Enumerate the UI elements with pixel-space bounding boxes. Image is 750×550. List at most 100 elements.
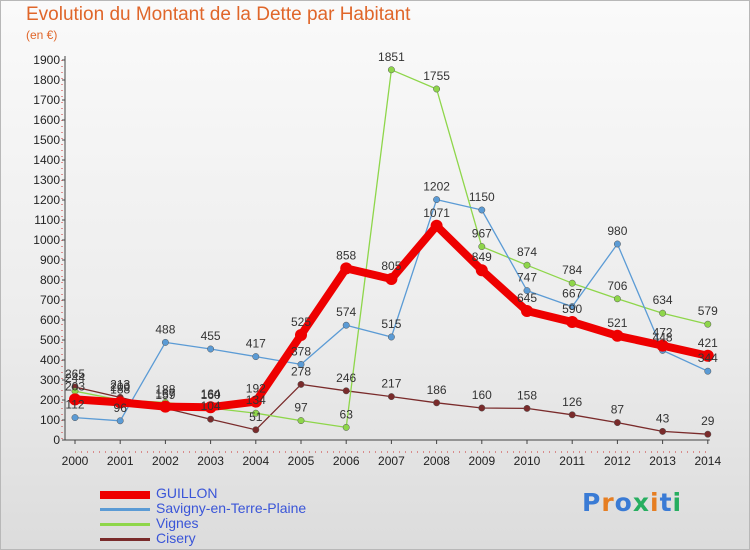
data-label-savigny-en-terre-plaine: 417 [246,337,266,351]
x-tick-label: 2008 [423,454,450,468]
data-point-cisery [659,427,667,435]
data-point-vignes [433,85,441,93]
data-point-cisery [568,411,576,419]
data-point-vignes [252,409,260,417]
data-label-guillon: 525 [291,315,311,329]
data-label-vignes: 634 [653,293,673,307]
data-point-guillon [430,219,443,232]
data-point-cisery [252,426,260,434]
data-label-cisery: 246 [336,371,356,385]
data-label-guillon: 521 [607,316,627,330]
data-label-savigny-en-terre-plaine: 574 [336,305,356,319]
data-label-cisery: 104 [201,399,221,413]
x-tick-label: 2007 [378,454,405,468]
data-label-guillon: 590 [562,302,582,316]
legend-item: GUILLON [100,485,400,502]
logo-letter: P [582,488,602,517]
x-tick-label: 2003 [197,454,224,468]
data-label-guillon: 849 [472,250,492,264]
data-point-vignes [478,243,486,251]
data-label-cisery: 217 [381,377,401,391]
y-tick-label: 500 [40,333,60,347]
data-point-savigny-en-terre-plaine [161,338,169,346]
legend-swatch [100,508,150,511]
logo-letter: x [632,488,650,517]
data-label-savigny-en-terre-plaine: 488 [155,322,175,336]
data-label-vignes: 1755 [423,69,450,83]
y-tick-label: 1300 [33,173,60,187]
data-label-guillon: 805 [381,259,401,273]
legend-label: Savigny-en-Terre-Plaine [156,500,307,516]
data-label-vignes: 784 [562,263,582,277]
data-point-savigny-en-terre-plaine [71,414,79,422]
series-points [69,66,714,438]
data-point-cisery [433,399,441,407]
data-point-guillon [521,305,533,317]
y-tick-label: 1800 [33,73,60,87]
y-tick-label: 700 [40,293,60,307]
data-label-vignes: 244 [65,371,85,385]
data-point-guillon [249,395,262,408]
data-point-cisery [387,393,395,401]
data-label-savigny-en-terre-plaine: 455 [201,329,221,343]
data-label-vignes: 874 [517,245,537,259]
x-tick-label: 2010 [514,454,541,468]
chart-unit: (en €) [26,28,58,42]
data-label-savigny-en-terre-plaine: 1202 [423,180,450,194]
data-point-savigny-en-terre-plaine [523,287,531,295]
data-point-guillon [475,264,488,277]
data-point-cisery [613,419,621,427]
data-label-guillon: 421 [698,336,718,350]
data-label-vignes: 160 [201,388,221,402]
data-point-vignes [568,279,576,287]
y-tick-label: 600 [40,313,60,327]
data-label-cisery: 160 [472,388,492,402]
data-label-savigny-en-terre-plaine: 112 [65,398,84,412]
data-point-cisery [523,404,531,412]
data-label-vignes: 134 [246,393,266,407]
data-label-savigny-en-terre-plaine: 515 [381,317,401,331]
data-point-vignes [387,66,395,74]
data-point-cisery [478,404,486,412]
x-tick-label: 2006 [333,454,360,468]
data-label-cisery: 213 [110,377,130,391]
y-tick-label: 300 [40,373,60,387]
data-label-vignes: 706 [607,279,627,293]
data-label-savigny-en-terre-plaine: 344 [698,351,718,365]
data-label-cisery: 87 [611,403,625,417]
data-label-vignes: 967 [472,227,492,241]
data-point-vignes [297,417,305,425]
y-tick-label: 100 [40,413,60,427]
data-point-savigny-en-terre-plaine [568,303,576,311]
x-tick-label: 2005 [288,454,315,468]
data-point-savigny-en-terre-plaine [478,206,486,214]
data-point-cisery [207,415,215,423]
data-label-savigny-en-terre-plaine: 667 [562,287,582,301]
legend-item: Cisery [100,530,400,547]
y-tick-label: 1000 [33,233,60,247]
y-tick-label: 1600 [33,113,60,127]
chart-axes: 0 100 200 300 400 500 600 700 800 900 1000 1100 1200… [33,53,721,468]
data-point-savigny-en-terre-plaine [297,360,305,368]
legend-label: Vignes [156,515,199,531]
logo-letter: r [601,488,615,517]
data-label-guillon: 192 [246,382,266,396]
data-label-guillon: 203 [65,379,85,393]
data-label-guillon: 858 [336,248,356,262]
data-point-guillon [114,396,127,409]
data-point-guillon [295,329,307,341]
y-tick-label: 1700 [33,93,60,107]
data-point-savigny-en-terre-plaine [116,417,124,425]
legend-label: Cisery [156,530,196,546]
data-label-guillon: 164 [201,387,221,401]
y-tick-label: 1200 [33,193,60,207]
data-point-vignes [342,423,350,431]
y-tick-label: 0 [53,433,60,447]
proxiti-logo: Proxiti [582,488,682,517]
data-point-guillon [656,339,669,352]
x-tick-label: 2014 [694,454,721,468]
data-point-guillon [159,400,172,413]
data-label-guillon: 472 [653,326,673,340]
legend-swatch [100,491,150,499]
